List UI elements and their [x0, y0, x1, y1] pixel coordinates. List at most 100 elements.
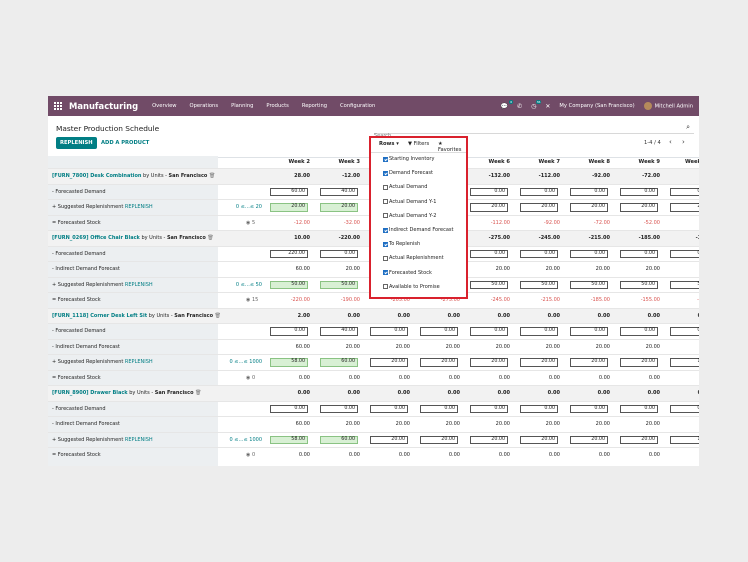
safety-stock-range[interactable]: 0 ≤…≤ 1000	[229, 436, 262, 443]
forecast-input[interactable]: 0.00	[570, 327, 608, 336]
replenish-input[interactable]: 20.	[670, 203, 699, 212]
rows-menu-item[interactable]: Actual Demand	[383, 184, 427, 190]
trash-icon[interactable]: 🗑	[205, 235, 214, 241]
forecast-input[interactable]: 0.00	[320, 404, 358, 413]
checkbox[interactable]	[383, 213, 388, 219]
rows-menu-item[interactable]: To Replenish	[383, 241, 420, 247]
checkbox[interactable]	[383, 255, 388, 261]
forecast-input[interactable]: 0.00	[270, 404, 308, 413]
forecast-input[interactable]: 0.00	[520, 249, 558, 258]
replenish-input[interactable]: 50.00	[570, 280, 608, 289]
safety-stock-range[interactable]: 0 ≤…≤ 50	[235, 281, 262, 288]
forecast-input[interactable]: 0.00	[520, 404, 558, 413]
replenish-input[interactable]: 50.00	[470, 280, 508, 289]
forecast-input[interactable]: 0.00	[270, 327, 308, 336]
pager-value[interactable]: 1-4 / 4	[644, 140, 661, 146]
replenish-input[interactable]: 20.00	[620, 203, 658, 212]
replenish-input[interactable]: 50.00	[520, 280, 558, 289]
checkbox[interactable]	[383, 184, 388, 190]
replenish-input[interactable]: 20.00	[470, 358, 508, 367]
forecast-input[interactable]: 0.0	[670, 187, 699, 196]
rows-menu-item[interactable]: Starting Inventory	[383, 156, 434, 162]
replenish-input[interactable]: 20.00	[420, 358, 458, 367]
pager-previous-icon[interactable]: ‹	[669, 138, 672, 146]
forecast-input[interactable]: 0.0	[670, 404, 699, 413]
replenish-input[interactable]: 20.00	[620, 435, 658, 444]
checkbox[interactable]	[383, 270, 388, 276]
replenish-input[interactable]: 20.00	[570, 435, 608, 444]
forecast-input[interactable]: 0.00	[620, 404, 658, 413]
rows-menu-item[interactable]: Actual Demand Y-2	[383, 213, 437, 219]
rows-menu-item[interactable]: Actual Replenishment	[383, 255, 444, 261]
checkbox[interactable]	[383, 199, 388, 205]
trash-icon[interactable]: 🗑	[207, 173, 216, 179]
replenish-link[interactable]: REPLENISH	[124, 281, 153, 288]
replenish-input[interactable]: 20.00	[470, 435, 508, 444]
replenish-input[interactable]: 20.00	[320, 203, 358, 212]
forecast-input[interactable]: 0.00	[570, 187, 608, 196]
replenish-input[interactable]: 58.00	[270, 435, 308, 444]
user-menu[interactable]: Mitchell Admin	[643, 102, 693, 110]
replenish-button[interactable]: REPLENISH	[56, 137, 97, 149]
forecast-input[interactable]: 0.00	[520, 187, 558, 196]
add-product-button[interactable]: ADD A PRODUCT	[101, 140, 150, 146]
replenish-input[interactable]: 20.00	[520, 435, 558, 444]
replenish-input[interactable]: 20.00	[470, 203, 508, 212]
rows-menu-item[interactable]: Forecasted Stock	[383, 270, 432, 276]
replenish-input[interactable]: 60.00	[320, 358, 358, 367]
checkbox[interactable]	[383, 156, 388, 162]
replenish-input[interactable]: 20.00	[370, 435, 408, 444]
product-link[interactable]: [FURN_1118] Corner Desk Left Sit	[52, 312, 148, 319]
replenish-input[interactable]: 20.00	[420, 435, 458, 444]
forecast-input[interactable]: 40.00	[320, 327, 358, 336]
checkbox[interactable]	[383, 241, 388, 247]
forecast-input[interactable]: 0.0	[670, 327, 699, 336]
product-link[interactable]: [FURN_0269] Office Chair Black	[52, 235, 140, 241]
forecast-input[interactable]: 0.00	[370, 404, 408, 413]
replenish-input[interactable]: 20.00	[620, 358, 658, 367]
menu-configuration[interactable]: Configuration	[340, 103, 376, 109]
forecast-input[interactable]: 0.00	[470, 187, 508, 196]
replenish-link[interactable]: REPLENISH	[124, 359, 153, 365]
forecast-input[interactable]: 0.00	[620, 327, 658, 336]
replenish-input[interactable]: 60.00	[320, 435, 358, 444]
safety-stock-range[interactable]: 0 ≤…≤ 20	[235, 204, 262, 210]
trash-icon[interactable]: 🗑	[213, 312, 221, 319]
forecast-input[interactable]: 0.00	[370, 327, 408, 336]
product-link[interactable]: [FURN_7800] Desk Combination	[52, 173, 142, 179]
favorites-button[interactable]: ★ Favorites	[438, 141, 466, 153]
replenish-input[interactable]: 20.00	[270, 203, 308, 212]
forecast-input[interactable]: 0.00	[420, 327, 458, 336]
trash-icon[interactable]: 🗑	[193, 390, 202, 396]
search-input[interactable]	[374, 130, 674, 142]
replenish-input[interactable]: 58.00	[270, 358, 308, 367]
replenish-link[interactable]: REPLENISH	[124, 204, 153, 210]
menu-overview[interactable]: Overview	[152, 103, 177, 109]
checkbox[interactable]	[383, 170, 388, 176]
replenish-input[interactable]: 20.00	[520, 358, 558, 367]
replenish-input[interactable]: 20.00	[370, 358, 408, 367]
replenish-input[interactable]: 20.00	[570, 203, 608, 212]
replenish-input[interactable]: 20.00	[570, 358, 608, 367]
app-brand[interactable]: Manufacturing	[69, 101, 139, 111]
chat-icon[interactable]: 💬 6	[500, 99, 514, 110]
forecast-input[interactable]: 0.00	[420, 404, 458, 413]
product-link[interactable]: [FURN_8900] Drawer Black	[52, 390, 128, 396]
menu-operations[interactable]: Operations	[189, 103, 219, 109]
replenish-input[interactable]: 50.00	[620, 280, 658, 289]
checkbox[interactable]	[383, 227, 388, 233]
rows-menu-item[interactable]: Actual Demand Y-1	[383, 199, 437, 205]
rows-menu-item[interactable]: Demand Forecast	[383, 170, 433, 176]
forecast-input[interactable]: 0.00	[620, 249, 658, 258]
tools-icon[interactable]: ✕	[545, 102, 551, 110]
forecast-input[interactable]: 0.00	[470, 327, 508, 336]
forecast-input[interactable]: 0.00	[570, 404, 608, 413]
forecast-input[interactable]: 0.00	[620, 187, 658, 196]
replenish-input[interactable]: 50.00	[270, 280, 308, 289]
safety-stock-range[interactable]: 0 ≤…≤ 1000	[229, 359, 262, 365]
menu-reporting[interactable]: Reporting	[301, 103, 328, 109]
search-icon[interactable]: ⌕	[686, 123, 690, 131]
rows-menu-item[interactable]: Indirect Demand Forecast	[383, 227, 453, 233]
phone-icon[interactable]: ✆	[517, 102, 523, 110]
apps-menu-icon[interactable]	[54, 102, 62, 110]
